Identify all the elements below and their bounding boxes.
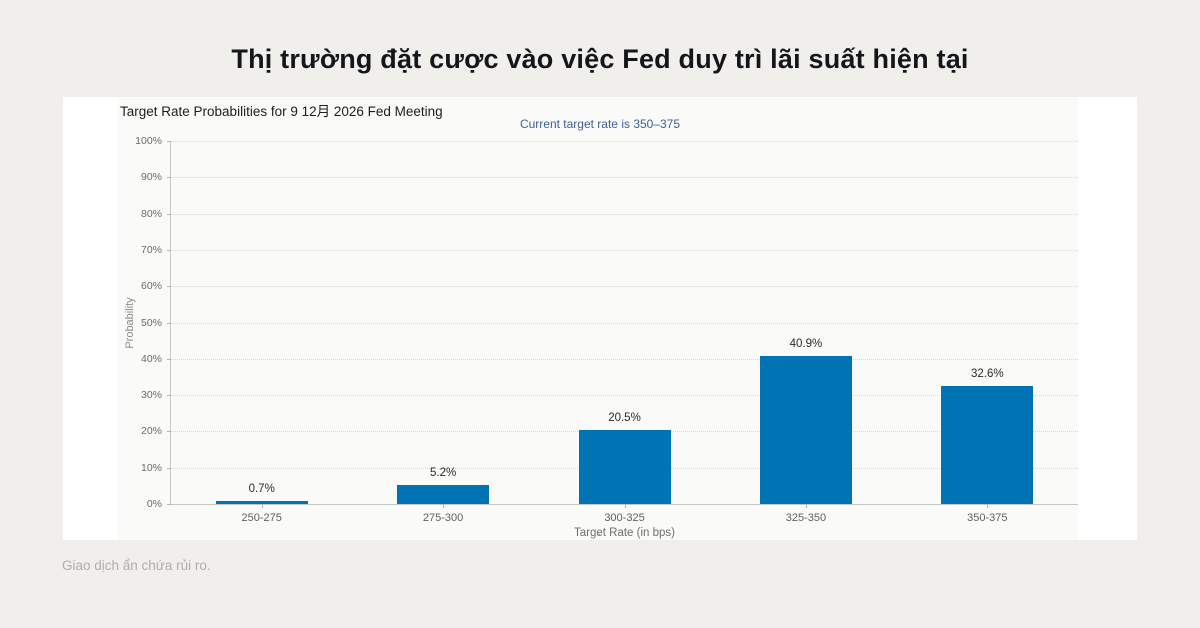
bar-value-label: 5.2% xyxy=(429,467,457,480)
y-tick-label: 80% xyxy=(140,207,162,220)
x-tick-mark xyxy=(624,504,626,508)
chart-subtitle: Current target rate is 350–375 xyxy=(519,117,681,131)
y-tick-mark xyxy=(167,504,171,505)
page-title: Thị trường đặt cược vào việc Fed duy trì… xyxy=(231,44,969,74)
y-tick-mark xyxy=(167,431,171,433)
chart-canvas: Target Rate Probabilities for 9 12月 2026… xyxy=(118,97,1078,545)
caret-up-icon: ˆ xyxy=(596,531,601,546)
bar xyxy=(397,485,490,504)
gridline xyxy=(171,141,1078,142)
chart-card: Target Rate Probabilities for 9 12月 2026… xyxy=(63,97,1137,545)
x-tick-label: 350-375 xyxy=(967,512,1008,524)
y-tick-mark xyxy=(167,177,171,179)
x-tick-mark xyxy=(443,504,445,508)
plot-area: Target Rate (in bps) ˆ 0% 10% 20% 30% 40% 50%… xyxy=(135,135,1078,545)
gridline xyxy=(171,177,1078,179)
x-tick-label: 250-275 xyxy=(241,512,282,524)
y-tick-mark xyxy=(167,286,171,288)
bar-value-label: 0.7% xyxy=(248,483,275,496)
y-tick-mark xyxy=(167,358,171,360)
x-tick-mark xyxy=(987,504,989,508)
x-tick-mark xyxy=(261,504,263,508)
footer-disclaimer: Giao dịch ẩn chứa rủi ro. xyxy=(62,558,211,573)
y-tick-label: 20% xyxy=(140,425,162,438)
bar xyxy=(759,355,852,504)
y-axis-title: Probability xyxy=(124,297,136,349)
bar-value-label: 20.5% xyxy=(608,411,641,424)
y-tick-label: 70% xyxy=(140,243,162,256)
gridline xyxy=(171,322,1078,324)
gridline xyxy=(171,286,1078,288)
gridline xyxy=(171,395,1078,397)
x-axis-title: Target Rate (in bps) xyxy=(574,527,675,539)
y-tick-label: 100% xyxy=(135,135,162,147)
y-tick-mark xyxy=(167,467,171,469)
y-tick-mark xyxy=(167,249,171,251)
y-tick-label: 40% xyxy=(140,352,162,365)
gridline xyxy=(171,249,1078,251)
y-tick-mark xyxy=(167,141,171,142)
bar xyxy=(941,385,1034,504)
y-tick-label: 60% xyxy=(140,280,162,293)
y-tick-label: 10% xyxy=(140,461,162,474)
x-tick-label: 275-300 xyxy=(422,512,464,524)
gridline xyxy=(171,358,1078,360)
x-tick-mark xyxy=(805,504,807,508)
y-tick-mark xyxy=(167,395,171,397)
bar xyxy=(215,501,308,504)
bar-value-label: 32.6% xyxy=(970,367,1004,380)
x-tick-label: 325-350 xyxy=(785,512,827,524)
y-tick-mark xyxy=(167,322,171,324)
gridline xyxy=(171,213,1078,215)
y-tick-label: 90% xyxy=(140,171,162,184)
x-tick-label: 300-325 xyxy=(604,512,645,524)
y-tick-label: 30% xyxy=(140,389,162,402)
chart-title: Target Rate Probabilities for 9 12月 2026… xyxy=(120,104,443,119)
y-tick-label: 0% xyxy=(146,498,162,510)
y-tick-label: 50% xyxy=(140,316,162,329)
y-tick-mark xyxy=(167,213,171,215)
bar xyxy=(578,429,671,504)
bar-value-label: 40.9% xyxy=(789,337,823,350)
